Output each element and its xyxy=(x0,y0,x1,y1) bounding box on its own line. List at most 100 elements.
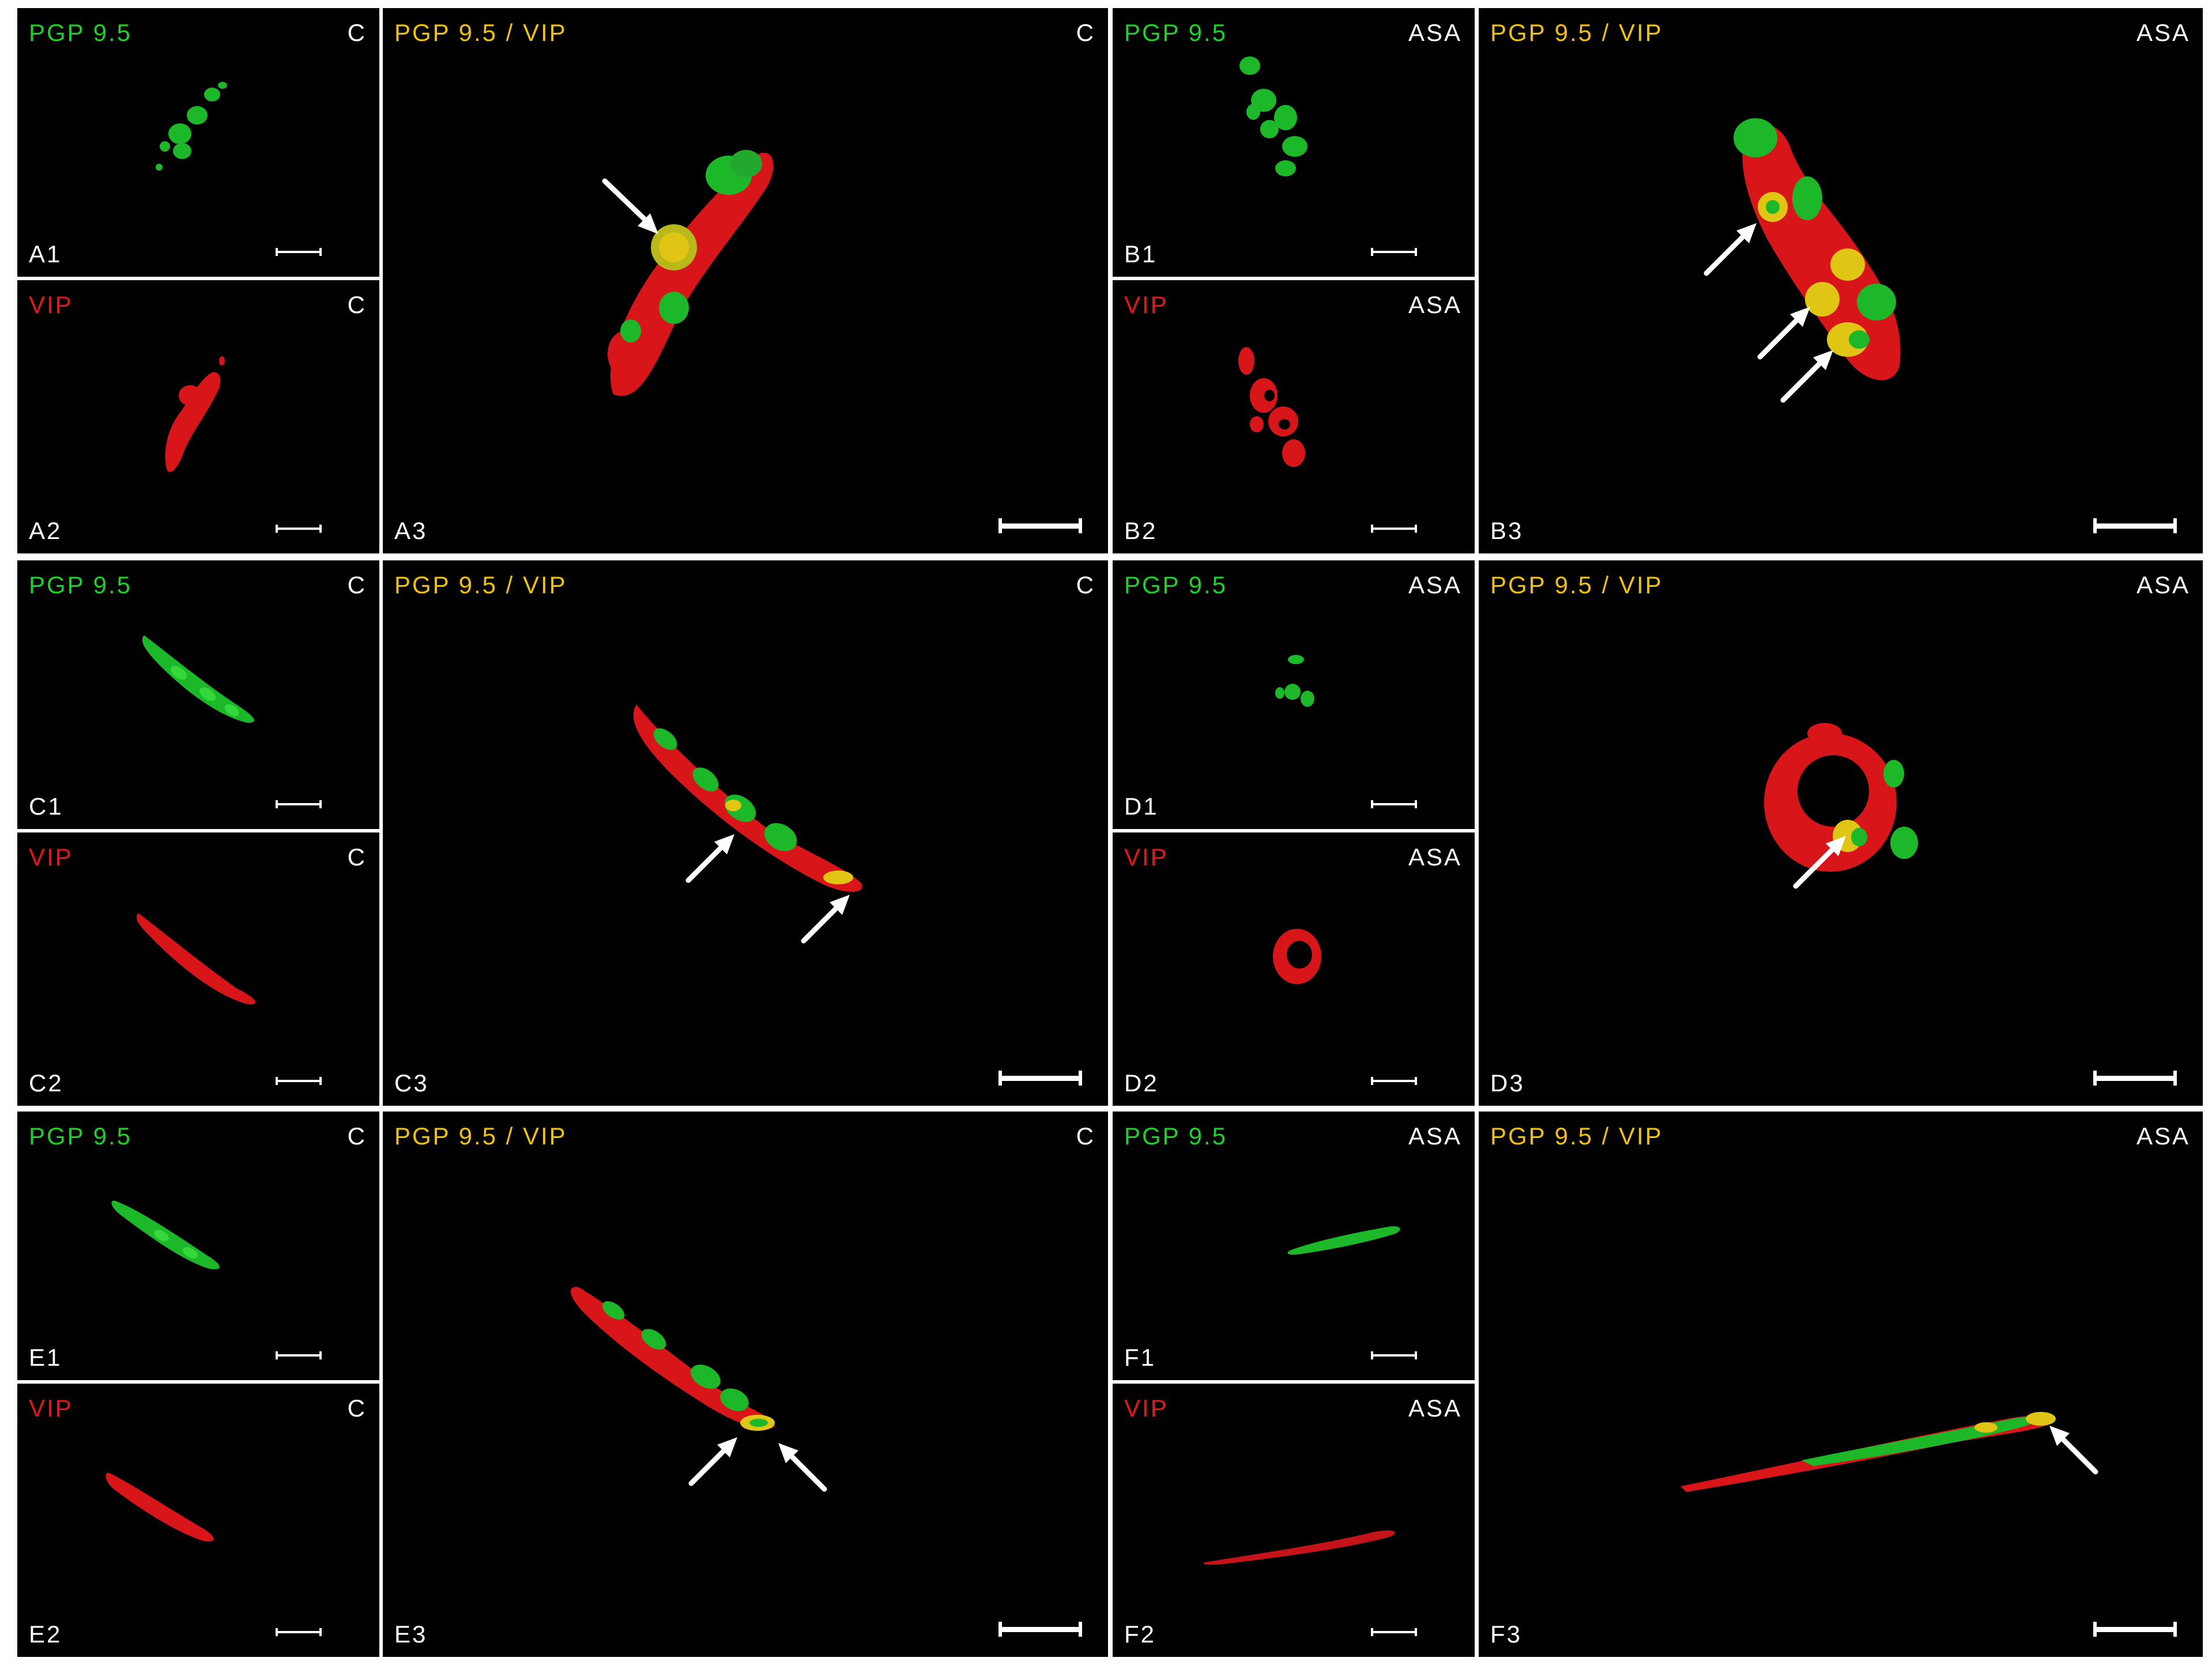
pgp-label: PGP 9.5 xyxy=(29,571,132,598)
panel-id: D2 xyxy=(1124,1069,1159,1097)
pgp-stain-image xyxy=(1275,655,1314,707)
group-label: ASA xyxy=(1408,1395,1462,1422)
panel-E3: PGP 9.5 / VIP C E3 xyxy=(383,1112,1108,1657)
panel-id: B3 xyxy=(1490,517,1524,544)
pgp-label: PGP 9.5 xyxy=(1124,19,1227,46)
panel-F3: PGP 9.5 / VIP ASA F3 xyxy=(1479,1112,2203,1657)
pgp-stain-image xyxy=(142,635,254,723)
panel-A3: PGP 9.5 / VIP C A3 xyxy=(383,8,1108,553)
group-label: C xyxy=(1076,1122,1095,1150)
panel-id: D3 xyxy=(1490,1069,1525,1097)
panel-A1: PGP 9.5 C A1 xyxy=(17,8,379,277)
group-label: ASA xyxy=(1408,19,1462,46)
panel-id: C3 xyxy=(394,1069,429,1097)
merge-label: PGP 9.5 / VIP xyxy=(394,19,567,46)
scale-bar xyxy=(2093,1622,2177,1637)
merge-label: PGP 9.5 / VIP xyxy=(1490,1122,1663,1150)
pgp-label: PGP 9.5 xyxy=(1124,571,1227,598)
panel-B3: PGP 9.5 / VIP ASA B3 xyxy=(1479,8,2203,553)
vip-label: VIP xyxy=(29,843,73,871)
panel-A2: VIP C A2 xyxy=(17,280,379,553)
vip-stain-image xyxy=(165,356,225,472)
pgp-stain-image xyxy=(1287,1226,1400,1255)
panel-id: C1 xyxy=(29,793,63,820)
panel-id: E3 xyxy=(394,1621,428,1648)
group-label: ASA xyxy=(2136,1122,2190,1150)
merged-stain-image xyxy=(1704,118,1901,403)
scale-bar xyxy=(1371,525,1417,533)
scale-bar xyxy=(276,1351,322,1359)
panel-F2: VIP ASA F2 xyxy=(1113,1384,1475,1657)
scale-bar xyxy=(1371,800,1417,808)
vip-stain-image xyxy=(136,913,256,1005)
pgp-stain-image xyxy=(156,82,227,171)
pgp-stain-image xyxy=(111,1200,220,1269)
scale-bar xyxy=(1371,1077,1417,1085)
vip-label: VIP xyxy=(1124,1395,1169,1422)
vip-stain-image xyxy=(1273,929,1321,984)
vip-stain-image xyxy=(1203,1530,1395,1565)
scale-bar xyxy=(998,518,1082,533)
merged-stain-image xyxy=(633,704,862,944)
panel-id: D1 xyxy=(1124,793,1159,820)
merge-label: PGP 9.5 / VIP xyxy=(1490,19,1663,46)
group-label: C xyxy=(347,571,367,598)
panel-id: B2 xyxy=(1124,517,1158,544)
scale-bar xyxy=(1371,1628,1417,1636)
group-label: ASA xyxy=(1408,843,1462,871)
merge-label: PGP 9.5 / VIP xyxy=(394,571,567,598)
panel-E2: VIP C E2 xyxy=(17,1384,379,1657)
merge-label: PGP 9.5 / VIP xyxy=(394,1122,567,1150)
pgp-label: PGP 9.5 xyxy=(29,1122,132,1150)
scale-bar xyxy=(2093,518,2177,533)
panel-C1: PGP 9.5 C C1 xyxy=(17,560,379,829)
group-label: C xyxy=(347,1395,367,1422)
pgp-stain-image xyxy=(1239,56,1307,176)
scale-bar xyxy=(276,1077,322,1085)
panel-C2: VIP C C2 xyxy=(17,832,379,1106)
vip-stain-image xyxy=(1238,347,1305,467)
panel-B2: VIP ASA B2 xyxy=(1113,280,1475,553)
panel-id: A1 xyxy=(29,240,62,268)
panel-D2: VIP ASA D2 xyxy=(1113,832,1475,1106)
group-label: C xyxy=(347,291,367,318)
vip-label: VIP xyxy=(29,1395,73,1422)
merge-label: PGP 9.5 / VIP xyxy=(1490,571,1663,598)
scale-bar xyxy=(276,800,322,808)
panel-F1: PGP 9.5 ASA F1 xyxy=(1113,1112,1475,1380)
pgp-label: PGP 9.5 xyxy=(29,19,132,46)
panel-id: A3 xyxy=(394,517,428,544)
panel-D3: PGP 9.5 / VIP ASA D3 xyxy=(1479,560,2203,1106)
merged-stain-image xyxy=(602,150,774,396)
group-label: C xyxy=(347,19,367,46)
scale-bar xyxy=(276,1628,322,1636)
panel-id: F3 xyxy=(1490,1621,1523,1648)
panel-B1: PGP 9.5 ASA B1 xyxy=(1113,8,1475,277)
group-label: C xyxy=(347,843,367,871)
scale-bar xyxy=(998,1071,1082,1086)
panel-id: A2 xyxy=(29,517,62,544)
vip-label: VIP xyxy=(1124,843,1169,871)
scale-bar xyxy=(1371,248,1417,256)
scale-bar xyxy=(276,248,322,256)
group-label: ASA xyxy=(1408,571,1462,598)
panel-id: B1 xyxy=(1124,240,1158,268)
panel-id: E1 xyxy=(29,1344,62,1371)
panel-id: C2 xyxy=(29,1069,63,1097)
panel-id: E2 xyxy=(29,1621,62,1648)
vip-label: VIP xyxy=(1124,291,1169,318)
panel-C3: PGP 9.5 / VIP C C3 xyxy=(383,560,1108,1106)
pgp-label: PGP 9.5 xyxy=(1124,1122,1227,1150)
vip-stain-image xyxy=(105,1472,214,1542)
group-label: ASA xyxy=(2136,571,2190,598)
scale-bar xyxy=(276,525,322,533)
panel-id: F1 xyxy=(1124,1344,1156,1371)
merged-stain-image xyxy=(1764,723,1918,889)
scale-bar xyxy=(998,1622,1082,1637)
group-label: C xyxy=(347,1122,367,1150)
vip-label: VIP xyxy=(29,291,73,318)
panel-id: F2 xyxy=(1124,1621,1156,1648)
group-label: C xyxy=(1076,571,1095,598)
group-label: ASA xyxy=(2136,19,2190,46)
merged-stain-image xyxy=(1680,1412,2098,1492)
